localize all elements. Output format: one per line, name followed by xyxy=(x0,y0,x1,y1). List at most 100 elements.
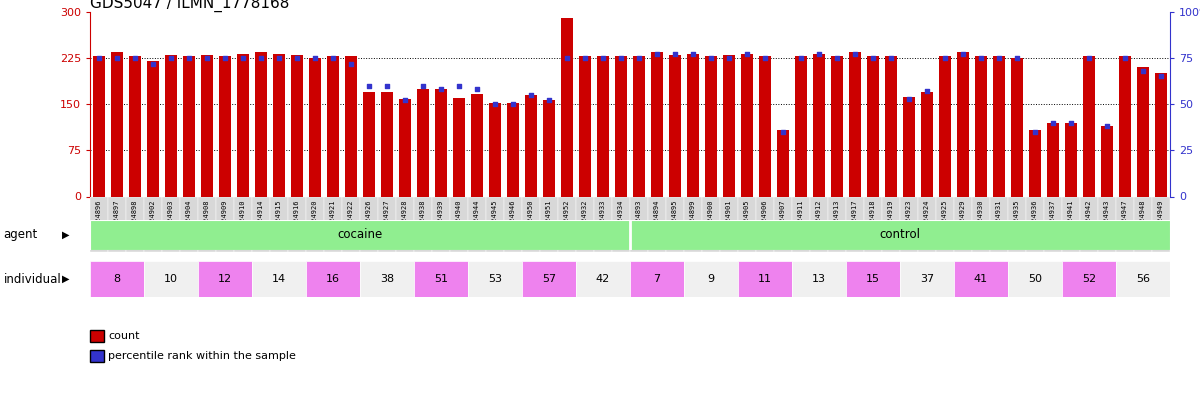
Bar xyxy=(92,56,106,196)
FancyBboxPatch shape xyxy=(864,196,882,252)
Text: GSM1324933: GSM1324933 xyxy=(600,199,606,242)
Bar xyxy=(956,52,970,196)
FancyBboxPatch shape xyxy=(846,196,864,252)
Text: GSM1324931: GSM1324931 xyxy=(996,199,1002,242)
Point xyxy=(774,129,793,135)
FancyBboxPatch shape xyxy=(1152,196,1170,252)
Bar xyxy=(542,100,556,196)
FancyBboxPatch shape xyxy=(360,196,378,252)
Bar xyxy=(974,56,988,196)
Point xyxy=(342,61,361,67)
Bar xyxy=(1082,56,1096,196)
FancyBboxPatch shape xyxy=(1080,196,1098,252)
Text: GSM1324915: GSM1324915 xyxy=(276,199,282,242)
Point xyxy=(1025,129,1044,135)
FancyBboxPatch shape xyxy=(630,196,648,252)
FancyBboxPatch shape xyxy=(396,196,414,252)
FancyBboxPatch shape xyxy=(558,196,576,252)
FancyBboxPatch shape xyxy=(342,196,360,252)
Point xyxy=(144,61,163,67)
FancyBboxPatch shape xyxy=(162,196,180,252)
Text: GSM1324918: GSM1324918 xyxy=(870,199,876,242)
Bar xyxy=(416,89,430,196)
Text: 41: 41 xyxy=(974,274,988,284)
Point xyxy=(594,55,613,61)
Bar xyxy=(776,130,790,196)
Text: GSM1324904: GSM1324904 xyxy=(186,199,192,242)
Text: GSM1324924: GSM1324924 xyxy=(924,199,930,242)
Text: GSM1324911: GSM1324911 xyxy=(798,199,804,242)
Bar xyxy=(758,56,772,196)
FancyBboxPatch shape xyxy=(1116,196,1134,252)
Point xyxy=(269,55,289,61)
Text: GSM1324920: GSM1324920 xyxy=(312,199,318,242)
Text: GSM1324907: GSM1324907 xyxy=(780,199,786,242)
Point xyxy=(936,55,955,61)
Point xyxy=(989,55,1008,61)
FancyBboxPatch shape xyxy=(954,196,972,252)
Text: GSM1324916: GSM1324916 xyxy=(294,199,300,242)
Point xyxy=(504,101,523,107)
Text: GSM1324925: GSM1324925 xyxy=(942,199,948,242)
Bar xyxy=(522,261,576,297)
FancyBboxPatch shape xyxy=(990,196,1008,252)
Bar xyxy=(846,261,900,297)
Text: GSM1324922: GSM1324922 xyxy=(348,199,354,242)
Text: 11: 11 xyxy=(758,274,772,284)
FancyBboxPatch shape xyxy=(144,196,162,252)
Point xyxy=(612,55,631,61)
Text: GSM1324896: GSM1324896 xyxy=(96,199,102,242)
Bar xyxy=(830,56,844,196)
Text: 12: 12 xyxy=(218,274,232,284)
FancyBboxPatch shape xyxy=(810,196,828,252)
Bar xyxy=(684,261,738,297)
Point xyxy=(1133,68,1152,74)
Bar xyxy=(668,55,682,196)
FancyBboxPatch shape xyxy=(252,196,270,252)
Text: GSM1324901: GSM1324901 xyxy=(726,199,732,242)
Text: GSM1324905: GSM1324905 xyxy=(744,199,750,242)
Bar xyxy=(1118,56,1132,196)
Text: GSM1324894: GSM1324894 xyxy=(654,199,660,242)
Point xyxy=(324,55,343,61)
Text: GSM1324897: GSM1324897 xyxy=(114,199,120,242)
Text: 9: 9 xyxy=(708,274,714,284)
Bar xyxy=(740,54,754,196)
FancyBboxPatch shape xyxy=(234,196,252,252)
Text: GSM1324898: GSM1324898 xyxy=(132,199,138,242)
FancyBboxPatch shape xyxy=(306,196,324,252)
FancyBboxPatch shape xyxy=(972,196,990,252)
Text: GSM1324902: GSM1324902 xyxy=(150,199,156,242)
Text: 38: 38 xyxy=(380,274,394,284)
Text: GSM1324900: GSM1324900 xyxy=(708,199,714,242)
Bar xyxy=(920,92,934,196)
Bar xyxy=(902,97,916,196)
Bar xyxy=(434,89,448,196)
Text: 10: 10 xyxy=(164,274,178,284)
Point xyxy=(449,83,468,89)
Text: GSM1324929: GSM1324929 xyxy=(960,199,966,242)
Bar xyxy=(866,56,880,196)
Bar xyxy=(360,261,414,297)
FancyBboxPatch shape xyxy=(486,196,504,252)
Text: 16: 16 xyxy=(326,274,340,284)
Text: GSM1324951: GSM1324951 xyxy=(546,199,552,242)
Text: control: control xyxy=(880,228,920,241)
Text: ▶: ▶ xyxy=(62,274,70,284)
Bar xyxy=(506,103,520,196)
FancyBboxPatch shape xyxy=(756,196,774,252)
Bar xyxy=(1064,123,1078,196)
FancyBboxPatch shape xyxy=(414,196,432,252)
Point xyxy=(1080,55,1099,61)
Bar xyxy=(848,52,862,196)
Bar xyxy=(344,56,358,196)
Point xyxy=(576,55,595,61)
Point xyxy=(1152,73,1171,79)
Bar xyxy=(794,56,808,196)
Text: GSM1324947: GSM1324947 xyxy=(1122,199,1128,242)
Text: GSM1324942: GSM1324942 xyxy=(1086,199,1092,242)
Text: GSM1324932: GSM1324932 xyxy=(582,199,588,242)
Bar xyxy=(900,261,954,297)
Point xyxy=(648,51,667,57)
FancyBboxPatch shape xyxy=(792,196,810,252)
